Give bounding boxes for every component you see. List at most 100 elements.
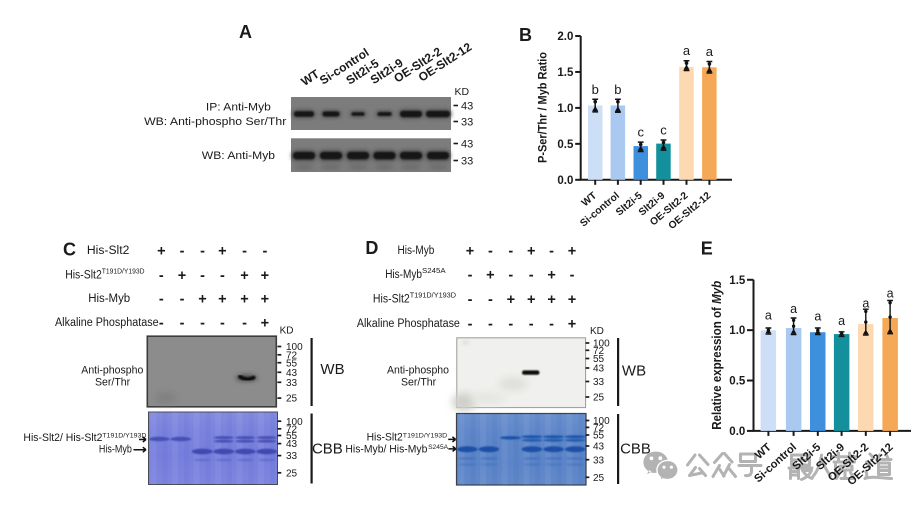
svg-text:0.5: 0.5: [557, 139, 574, 151]
svg-text:33: 33: [593, 455, 605, 466]
svg-text:His-Slt2: His-Slt2: [373, 293, 410, 305]
svg-text:55: 55: [593, 431, 605, 442]
svg-text:T191D/Y193D: T191D/Y193D: [102, 269, 145, 276]
svg-text:100: 100: [593, 416, 610, 427]
svg-text:-: -: [508, 244, 513, 260]
svg-text:-: -: [529, 316, 534, 332]
svg-text:33: 33: [286, 378, 298, 389]
svg-text:KD: KD: [455, 86, 470, 98]
svg-text:43: 43: [593, 442, 605, 453]
svg-text:c: c: [637, 125, 644, 140]
svg-text:1.5: 1.5: [729, 275, 746, 287]
svg-text:-: -: [549, 316, 554, 332]
svg-text:+: +: [240, 291, 248, 307]
svg-text:43: 43: [461, 100, 473, 112]
svg-text:a: a: [706, 44, 714, 59]
svg-text:-: -: [468, 267, 473, 283]
svg-text:KD: KD: [280, 326, 294, 337]
svg-text:His-Slt2: His-Slt2: [65, 269, 102, 281]
svg-text:33: 33: [461, 155, 473, 167]
svg-text:S245A: S245A: [422, 268, 446, 275]
svg-text:His-Myb: His-Myb: [398, 245, 435, 257]
svg-text:Relative expression of Myb: Relative expression of Myb: [710, 280, 724, 429]
svg-text:b: b: [614, 82, 621, 97]
svg-text:Anti-phospho: Anti-phospho: [387, 365, 449, 377]
svg-text:-: -: [159, 268, 164, 284]
svg-text:+: +: [486, 267, 494, 283]
svg-text:B: B: [519, 25, 532, 45]
svg-text:a: a: [790, 302, 797, 316]
svg-text:2.0: 2.0: [557, 31, 573, 43]
svg-text:43: 43: [593, 364, 605, 375]
svg-text:CBB: CBB: [620, 440, 651, 457]
svg-text:+: +: [157, 243, 165, 259]
svg-text:Alkaline Phosphatase: Alkaline Phosphatase: [357, 318, 460, 330]
svg-text:100: 100: [593, 339, 610, 350]
svg-text:KD: KD: [590, 326, 604, 337]
svg-text:His-Slt2: His-Slt2: [367, 432, 403, 444]
svg-text:+: +: [178, 268, 186, 284]
svg-text:100: 100: [286, 417, 303, 428]
svg-text:72: 72: [593, 346, 605, 357]
svg-text:-: -: [159, 316, 164, 332]
svg-text:a: a: [765, 309, 772, 323]
svg-text:72: 72: [286, 350, 298, 361]
svg-text:-: -: [262, 243, 267, 259]
svg-text:+: +: [547, 267, 555, 283]
svg-text:c: c: [660, 123, 667, 138]
svg-text:His-Slt2/ His-Slt2: His-Slt2/ His-Slt2: [23, 432, 102, 444]
svg-text:-: -: [508, 267, 513, 283]
svg-text:Anti-phospho: Anti-phospho: [81, 365, 143, 377]
svg-text:55: 55: [593, 354, 605, 365]
svg-text:E: E: [701, 238, 713, 258]
svg-text:D: D: [365, 238, 378, 258]
svg-text:His-Myb: His-Myb: [385, 269, 422, 281]
svg-text:0.0: 0.0: [557, 175, 573, 187]
svg-text:His-Slt2: His-Slt2: [87, 245, 129, 257]
svg-text:a: a: [838, 314, 845, 328]
svg-text:+: +: [218, 291, 226, 307]
svg-text:C: C: [63, 239, 76, 259]
svg-text:72: 72: [286, 424, 298, 435]
svg-text:-: -: [220, 316, 225, 332]
svg-text:1.5: 1.5: [557, 67, 574, 79]
svg-text:+: +: [527, 292, 535, 308]
svg-text:+: +: [218, 243, 226, 259]
svg-text:0.0: 0.0: [729, 426, 745, 438]
svg-text:+: +: [568, 316, 576, 332]
svg-text:-: -: [468, 292, 473, 308]
svg-text:WB: Anti-Myb: WB: Anti-Myb: [202, 150, 275, 162]
svg-text:+: +: [198, 291, 206, 307]
svg-text:+: +: [547, 292, 555, 308]
svg-text:His-Myb/ His-Myb: His-Myb/ His-Myb: [345, 444, 427, 456]
svg-text:25: 25: [593, 473, 605, 484]
svg-text:-: -: [242, 316, 247, 332]
svg-text:a: a: [862, 296, 869, 310]
svg-text:-: -: [159, 291, 164, 307]
svg-text:+: +: [261, 316, 269, 332]
svg-text:Alkaline Phosphatase: Alkaline Phosphatase: [55, 317, 159, 329]
svg-text:T191D/Y193D: T191D/Y193D: [410, 293, 456, 300]
svg-text:25: 25: [286, 394, 298, 405]
svg-text:T191D/Y193D: T191D/Y193D: [403, 433, 447, 440]
svg-text:A: A: [239, 22, 252, 42]
svg-text:His-Myb: His-Myb: [99, 444, 132, 456]
svg-text:S245A: S245A: [428, 444, 448, 451]
svg-text:-: -: [242, 243, 247, 259]
svg-text:1.0: 1.0: [557, 103, 573, 115]
svg-text:25: 25: [286, 468, 298, 479]
svg-text:-: -: [488, 292, 493, 308]
svg-text:+: +: [240, 268, 248, 284]
svg-text:+: +: [261, 268, 269, 284]
svg-text:33: 33: [461, 116, 473, 128]
svg-text:IP: Anti-Myb: IP: Anti-Myb: [206, 102, 271, 114]
svg-text:1.0: 1.0: [729, 325, 745, 337]
svg-text:-: -: [488, 244, 493, 260]
svg-text:Ser/Thr: Ser/Thr: [401, 377, 436, 389]
svg-text:-: -: [180, 316, 185, 332]
svg-text:-: -: [570, 267, 575, 283]
svg-text:WB: Anti-phospho Ser/Thr: WB: Anti-phospho Ser/Thr: [144, 116, 286, 128]
svg-text:-: -: [220, 268, 225, 284]
svg-text:43: 43: [461, 138, 473, 150]
svg-text:CBB: CBB: [312, 441, 343, 458]
